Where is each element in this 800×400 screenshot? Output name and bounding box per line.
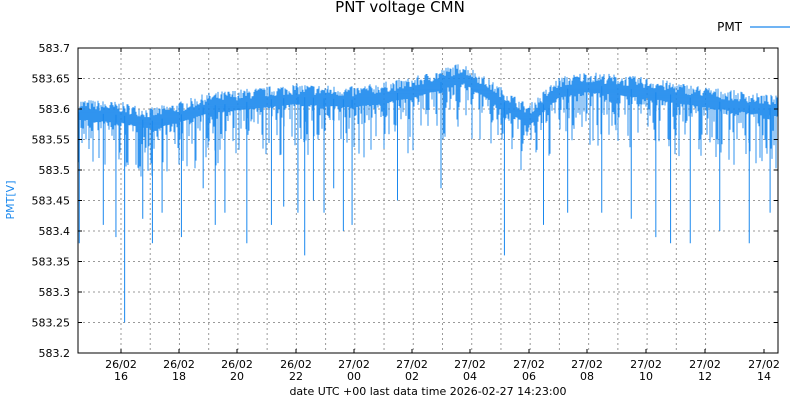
- x-tick-label-date: 26/02: [221, 358, 253, 371]
- x-tick-label-hour: 12: [698, 370, 712, 383]
- x-tick-label-date: 27/02: [396, 358, 428, 371]
- y-tick-label: 583.25: [32, 317, 71, 330]
- x-axis-label: date UTC +00 last data time 2026-02-27 1…: [289, 385, 566, 398]
- x-tick-label-hour: 14: [757, 370, 771, 383]
- x-tick-label-hour: 06: [522, 370, 536, 383]
- y-tick-label: 583.2: [39, 347, 71, 360]
- x-tick-label-date: 27/02: [689, 358, 721, 371]
- x-tick-label-hour: 00: [347, 370, 361, 383]
- y-tick-label: 583.5: [39, 164, 71, 177]
- x-tick-label-date: 27/02: [748, 358, 780, 371]
- x-tick-label-hour: 18: [172, 370, 186, 383]
- y-tick-label: 583.55: [32, 134, 71, 147]
- x-tick-label-hour: 20: [230, 370, 244, 383]
- y-axis-label: PMT[V]: [4, 181, 17, 220]
- x-tick-label-date: 27/02: [571, 358, 603, 371]
- x-tick-label-date: 27/02: [513, 358, 545, 371]
- y-tick-label: 583.65: [32, 73, 71, 86]
- y-tick-label: 583.3: [39, 286, 71, 299]
- x-tick-label-date: 26/02: [163, 358, 195, 371]
- data-series-pmt: [78, 64, 778, 323]
- x-tick-label-hour: 10: [639, 370, 653, 383]
- y-tick-label: 583.4: [39, 225, 71, 238]
- legend: PMT: [717, 20, 790, 34]
- y-tick-label: 583.45: [32, 195, 71, 208]
- y-tick-label: 583.35: [32, 256, 71, 269]
- x-tick-label-hour: 04: [463, 370, 477, 383]
- legend-label-pmt: PMT: [717, 20, 743, 34]
- x-tick-label-date: 26/02: [280, 358, 312, 371]
- y-axis: 583.2 583.25 583.3 583.35 583.4 583.45 583.5 58…: [32, 42, 778, 360]
- x-tick-label-date: 27/02: [454, 358, 486, 371]
- x-tick-label-date: 26/02: [105, 358, 137, 371]
- x-tick-label-date: 27/02: [338, 358, 370, 371]
- chart-title: PNT voltage CMN: [335, 0, 465, 16]
- x-tick-label-hour: 22: [289, 370, 303, 383]
- x-tick-label-date: 27/02: [630, 358, 662, 371]
- series-line-pmt: [78, 64, 778, 180]
- x-tick-label-hour: 08: [580, 370, 594, 383]
- y-tick-label: 583.7: [39, 42, 71, 55]
- y-tick-label: 583.6: [39, 103, 71, 116]
- x-tick-label-hour: 16: [114, 370, 128, 383]
- x-axis: 26/021626/021826/022026/022227/020027/02…: [105, 48, 780, 383]
- x-tick-label-hour: 02: [405, 370, 419, 383]
